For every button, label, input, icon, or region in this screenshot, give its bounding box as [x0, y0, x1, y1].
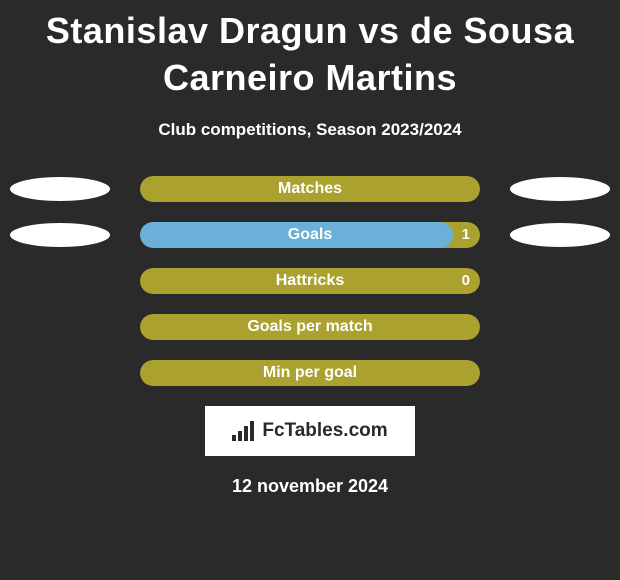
- left-pill: [10, 269, 110, 293]
- stat-row: Min per goal: [10, 360, 610, 386]
- right-pill: [510, 361, 610, 385]
- stat-row: Goals per match: [10, 314, 610, 340]
- right-pill: [510, 177, 610, 201]
- footer-date: 12 november 2024: [10, 476, 610, 497]
- stat-row: Goals1: [10, 222, 610, 248]
- right-pill: [510, 223, 610, 247]
- subtitle: Club competitions, Season 2023/2024: [10, 120, 610, 140]
- stat-row: Matches: [10, 176, 610, 202]
- bar-label: Hattricks: [140, 268, 480, 294]
- left-pill: [10, 177, 110, 201]
- left-pill: [10, 361, 110, 385]
- chart-bars-icon: [232, 421, 256, 441]
- right-pill: [510, 269, 610, 293]
- stat-bar: Matches: [140, 176, 480, 202]
- left-pill: [10, 223, 110, 247]
- stat-bar: Goals1: [140, 222, 480, 248]
- bar-value: 1: [462, 222, 470, 248]
- left-pill: [10, 315, 110, 339]
- bar-label: Goals per match: [140, 314, 480, 340]
- bar-label: Matches: [140, 176, 480, 202]
- stats-list: Matches Goals1 Hattricks0 Goals per match Mi…: [10, 176, 610, 386]
- stat-bar: Min per goal: [140, 360, 480, 386]
- stat-bar: Goals per match: [140, 314, 480, 340]
- bar-value: 0: [462, 268, 470, 294]
- stat-bar: Hattricks0: [140, 268, 480, 294]
- right-pill: [510, 315, 610, 339]
- bar-label: Min per goal: [140, 360, 480, 386]
- brand-badge: FcTables.com: [205, 406, 415, 456]
- bar-label: Goals: [140, 222, 480, 248]
- page-title: Stanislav Dragun vs de Sousa Carneiro Ma…: [10, 0, 610, 106]
- brand-text: FcTables.com: [262, 420, 387, 442]
- stat-row: Hattricks0: [10, 268, 610, 294]
